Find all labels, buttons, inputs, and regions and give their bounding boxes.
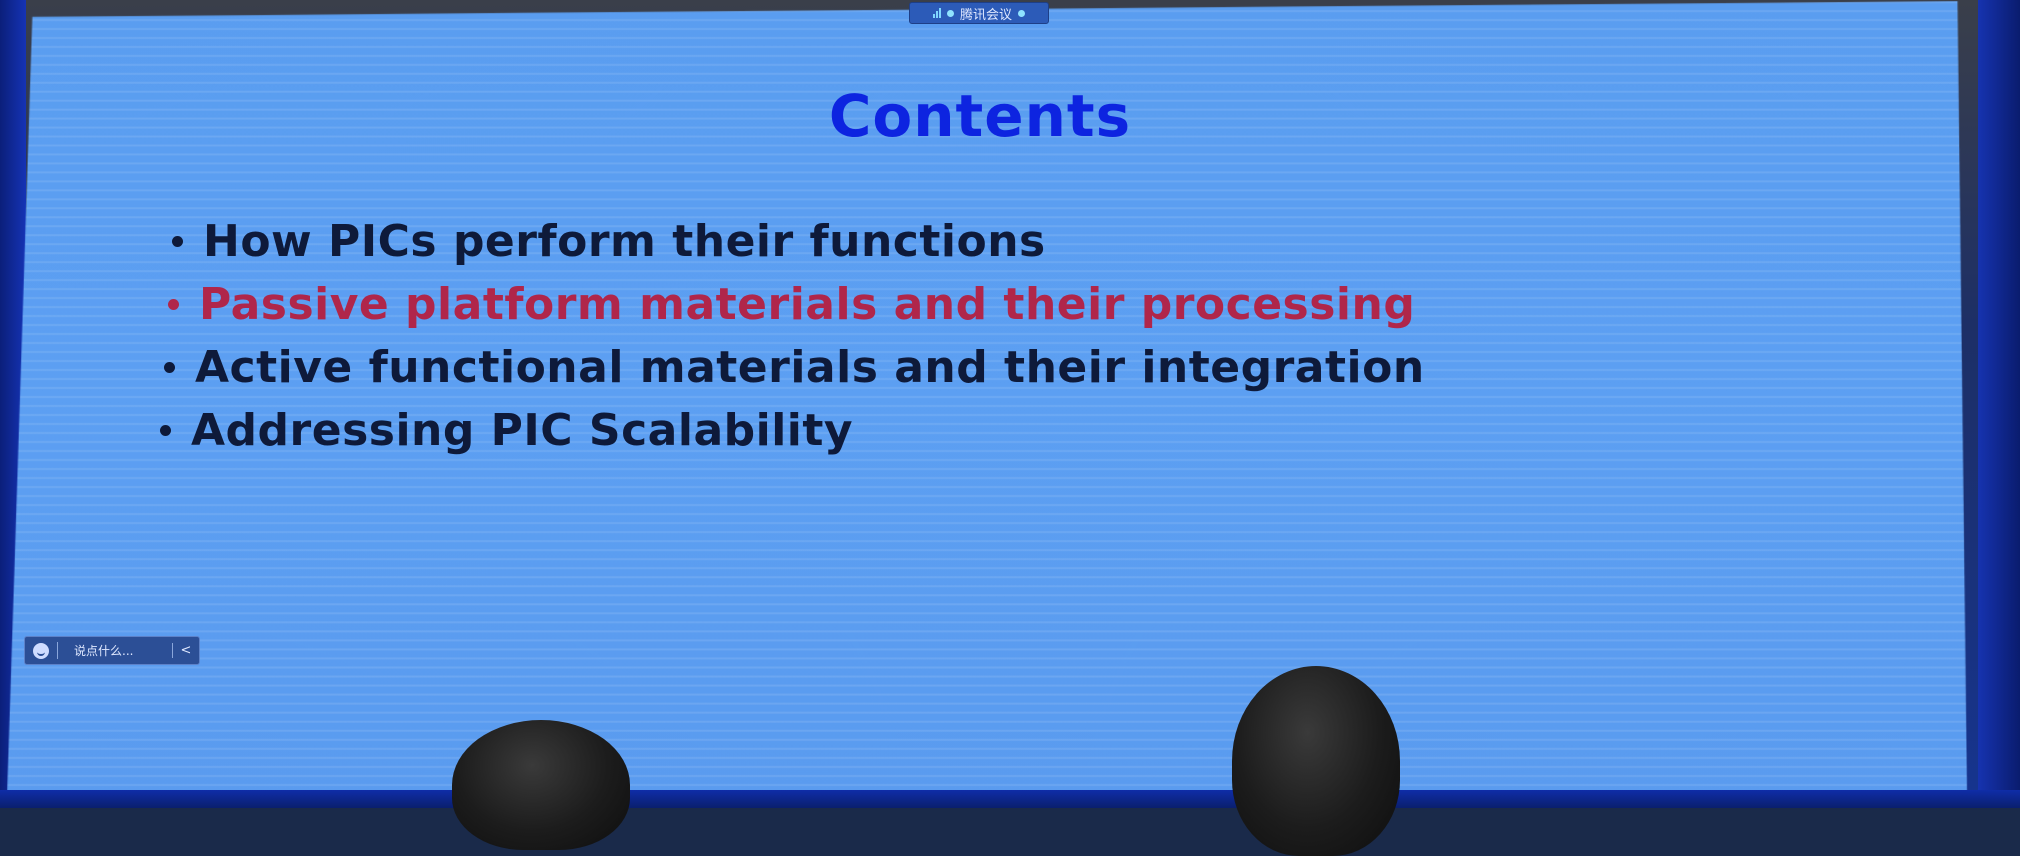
slide-title: Contents (0, 82, 1960, 150)
bullet-text: Passive platform materials and their pro… (199, 279, 1415, 330)
bullet-dot-icon (172, 236, 183, 247)
chat-divider (57, 642, 58, 659)
chevron-left-icon[interactable]: < (172, 643, 199, 658)
bullet-item-2-highlighted: Passive platform materials and their pro… (168, 273, 1425, 336)
bullet-text: Active functional materials and their in… (195, 342, 1425, 393)
status-dot-icon (947, 10, 954, 17)
signal-icon (933, 8, 941, 18)
bullet-item-1: How PICs perform their functions (172, 210, 1425, 273)
audience-head-right (1232, 666, 1400, 856)
stage-edge (0, 790, 2020, 808)
chat-placeholder[interactable]: 说点什么... (74, 642, 172, 659)
bullet-text: Addressing PIC Scalability (191, 405, 853, 456)
screen-frame-right (1978, 0, 2020, 808)
status-dot-icon-right (1018, 10, 1025, 17)
meeting-app-label: 腾讯会议 (960, 4, 1012, 23)
meeting-app-bar[interactable]: 腾讯会议 (909, 2, 1049, 24)
bullet-item-3: Active functional materials and their in… (164, 336, 1425, 399)
audience-head-left (452, 720, 630, 850)
bullet-item-4: Addressing PIC Scalability (160, 399, 1425, 462)
slide-bullet-list: How PICs perform their functions Passive… (160, 210, 1425, 462)
bullet-dot-icon (168, 299, 179, 310)
chat-input-box[interactable]: 说点什么... < (24, 636, 200, 665)
bullet-dot-icon (164, 362, 175, 373)
bullet-dot-icon (160, 425, 171, 436)
bullet-text: How PICs perform their functions (203, 216, 1046, 267)
smile-icon[interactable] (33, 643, 49, 659)
